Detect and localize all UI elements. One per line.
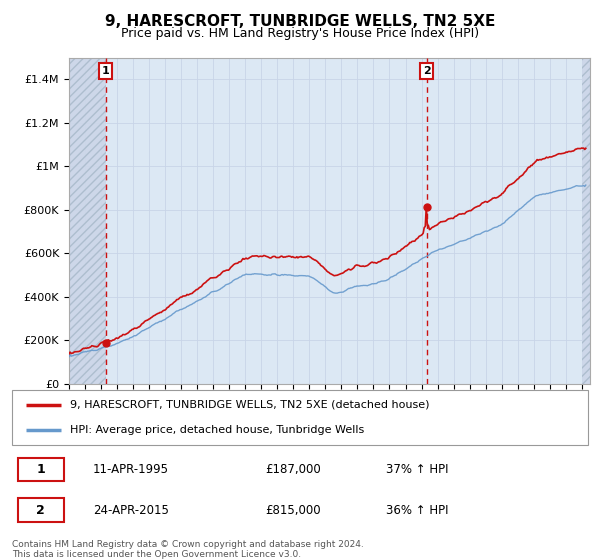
Text: 11-APR-1995: 11-APR-1995 [92, 463, 169, 476]
FancyBboxPatch shape [12, 390, 588, 445]
FancyBboxPatch shape [18, 458, 64, 481]
Text: 2: 2 [422, 66, 430, 76]
Text: Contains HM Land Registry data © Crown copyright and database right 2024.
This d: Contains HM Land Registry data © Crown c… [12, 540, 364, 559]
Text: Price paid vs. HM Land Registry's House Price Index (HPI): Price paid vs. HM Land Registry's House … [121, 27, 479, 40]
Text: HPI: Average price, detached house, Tunbridge Wells: HPI: Average price, detached house, Tunb… [70, 425, 364, 435]
Text: 24-APR-2015: 24-APR-2015 [92, 503, 169, 517]
Text: 9, HARESCROFT, TUNBRIDGE WELLS, TN2 5XE (detached house): 9, HARESCROFT, TUNBRIDGE WELLS, TN2 5XE … [70, 400, 429, 410]
Text: £815,000: £815,000 [265, 503, 321, 517]
Text: £187,000: £187,000 [265, 463, 321, 476]
Text: 37% ↑ HPI: 37% ↑ HPI [386, 463, 449, 476]
FancyBboxPatch shape [18, 498, 64, 522]
Bar [582, 58, 598, 384]
Text: 2: 2 [37, 503, 45, 517]
Text: 36% ↑ HPI: 36% ↑ HPI [386, 503, 449, 517]
Bar [69, 58, 106, 384]
Text: 1: 1 [37, 463, 45, 476]
Text: 1: 1 [101, 66, 109, 76]
Text: 9, HARESCROFT, TUNBRIDGE WELLS, TN2 5XE: 9, HARESCROFT, TUNBRIDGE WELLS, TN2 5XE [105, 14, 495, 29]
